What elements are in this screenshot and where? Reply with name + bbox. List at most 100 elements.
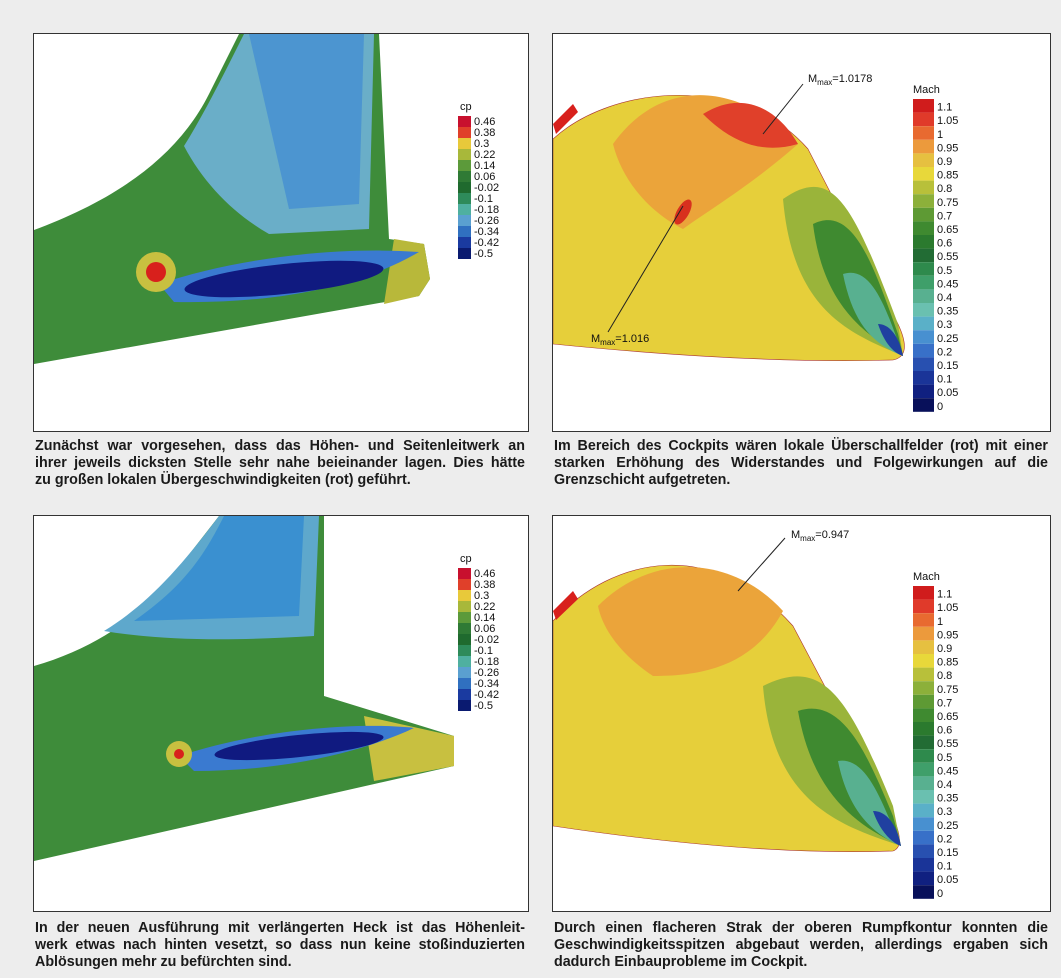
page: cp0.460.380.30.220.140.06-0.02-0.1-0.18-… xyxy=(0,0,1061,978)
legend-swatch xyxy=(458,204,471,215)
legend-swatch xyxy=(913,330,934,344)
caption-line: Geschwindigkeitsspitzen abgebaut werden,… xyxy=(554,937,1048,954)
tail-plot: cp0.460.380.30.220.140.06-0.02-0.1-0.18-… xyxy=(34,34,528,431)
legend-label: 0.85 xyxy=(937,170,958,182)
caption: Im Bereich des Cockpits wären lokale Übe… xyxy=(554,438,1048,489)
stagnation-core xyxy=(146,262,166,282)
legend-label: 0.2 xyxy=(937,833,952,845)
legend-label: 0.85 xyxy=(937,657,958,669)
legend-label: 0 xyxy=(937,888,943,900)
legend-swatch xyxy=(458,645,471,656)
legend-swatch xyxy=(913,221,934,235)
caption-line: In der neuen Ausführung mit verlängerten… xyxy=(35,920,525,937)
legend-swatch xyxy=(458,226,471,237)
caption-line: Ablösungen mehr zu befürchten sind. xyxy=(35,954,525,971)
legend-label: 0.55 xyxy=(937,251,958,263)
legend-swatch xyxy=(458,182,471,193)
legend-label: 0.95 xyxy=(937,629,958,641)
legend-label: 0.7 xyxy=(937,697,952,709)
legend-label: 0.7 xyxy=(937,210,952,222)
panel: Mmax=0.947 Mach1.11.0510.950.90.850.80.7… xyxy=(552,515,1051,912)
caption-line: Durch einen flacheren Strak der oberen R… xyxy=(554,920,1048,937)
legend-label: 0.65 xyxy=(937,711,958,723)
legend-label: 0.3 xyxy=(937,319,952,331)
legend-label: 1.05 xyxy=(937,115,958,127)
legend-label: 0.15 xyxy=(937,847,958,859)
legend-swatch xyxy=(458,248,471,259)
legend-swatch xyxy=(458,116,471,127)
legend-label: 0.2 xyxy=(937,346,952,358)
legend-swatch xyxy=(913,99,934,113)
legend-title: cp xyxy=(460,101,472,113)
legend-swatch xyxy=(458,667,471,678)
legend-swatch xyxy=(913,654,934,668)
legend-label: 1.1 xyxy=(937,102,952,114)
nose-plot: Mmax=0.947 Mach1.11.0510.950.90.850.80.7… xyxy=(553,516,1050,911)
legend-swatch xyxy=(458,656,471,667)
legend-label: 0.75 xyxy=(937,197,958,209)
legend-swatch xyxy=(913,627,934,641)
legend-swatch xyxy=(913,600,934,614)
legend-swatch xyxy=(458,612,471,623)
legend-label: 0.25 xyxy=(937,333,958,345)
legend-swatch xyxy=(458,689,471,700)
legend-label: -0.5 xyxy=(474,248,493,260)
legend-swatch xyxy=(458,568,471,579)
legend-swatch xyxy=(913,640,934,654)
legend-swatch xyxy=(913,831,934,845)
legend-swatch xyxy=(913,817,934,831)
legend-label: 0.4 xyxy=(937,292,952,304)
caption: Durch einen flacheren Strak der oberen R… xyxy=(554,920,1048,971)
caption-line: werk etwas nach hinten vesetzt, so dass … xyxy=(35,937,525,954)
fin-core xyxy=(134,516,304,621)
legend-swatch xyxy=(913,113,934,127)
legend-swatch xyxy=(913,872,934,886)
legend-swatch xyxy=(913,885,934,899)
nose-plot: Mmax=1.0178 Mmax=1.016 Mach1.11.0510.950… xyxy=(553,34,1050,431)
legend-swatch xyxy=(913,317,934,331)
legend-swatch xyxy=(913,398,934,412)
caption-line: starken Erhöhung des Widerstandes und Fo… xyxy=(554,455,1048,472)
legend-label: 0.5 xyxy=(937,265,952,277)
legend-label: 0.45 xyxy=(937,765,958,777)
legend-swatch xyxy=(458,237,471,248)
legend-label: 0.25 xyxy=(937,820,958,832)
legend-swatch xyxy=(913,749,934,763)
legend-label: 1.05 xyxy=(937,602,958,614)
legend-swatch xyxy=(913,804,934,818)
legend-label: 0.45 xyxy=(937,278,958,290)
legend-label: 0.05 xyxy=(937,387,958,399)
legend-swatch xyxy=(913,344,934,358)
legend-title: Mach xyxy=(913,84,940,96)
legend-swatch xyxy=(458,700,471,711)
legend-swatch xyxy=(913,153,934,167)
legend-label: 0.55 xyxy=(937,738,958,750)
legend-swatch xyxy=(913,695,934,709)
legend-label: 0.15 xyxy=(937,360,958,372)
caption-line: Grenzschicht aufgetreten. xyxy=(554,472,1048,489)
caption-line: zu großen lokalen Übergeschwindigkeiten … xyxy=(35,472,525,489)
legend-swatch xyxy=(913,235,934,249)
legend-swatch xyxy=(913,140,934,154)
legend-title: cp xyxy=(460,553,472,565)
legend-label: 0.9 xyxy=(937,643,952,655)
legend-swatch xyxy=(913,776,934,790)
legend-label: 0.8 xyxy=(937,670,952,682)
legend-label: 0 xyxy=(937,401,943,413)
tail-plot: cp0.460.380.30.220.140.06-0.02-0.1-0.18-… xyxy=(34,516,528,911)
legend-swatch xyxy=(458,634,471,645)
caption-line: Zunächst war vorgesehen, dass das Höhen-… xyxy=(35,438,525,455)
legend-label: 0.5 xyxy=(937,752,952,764)
legend-swatch xyxy=(913,722,934,736)
legend-label: 0.35 xyxy=(937,306,958,318)
annotation: Mmax=1.0178 xyxy=(808,73,872,87)
legend-label: 1 xyxy=(937,129,943,141)
legend-swatch xyxy=(913,167,934,181)
legend-swatch xyxy=(913,708,934,722)
legend-label: 0.65 xyxy=(937,224,958,236)
legend-swatch xyxy=(458,160,471,171)
legend-swatch xyxy=(458,590,471,601)
legend-swatch xyxy=(913,181,934,195)
legend-label: 0.9 xyxy=(937,156,952,168)
